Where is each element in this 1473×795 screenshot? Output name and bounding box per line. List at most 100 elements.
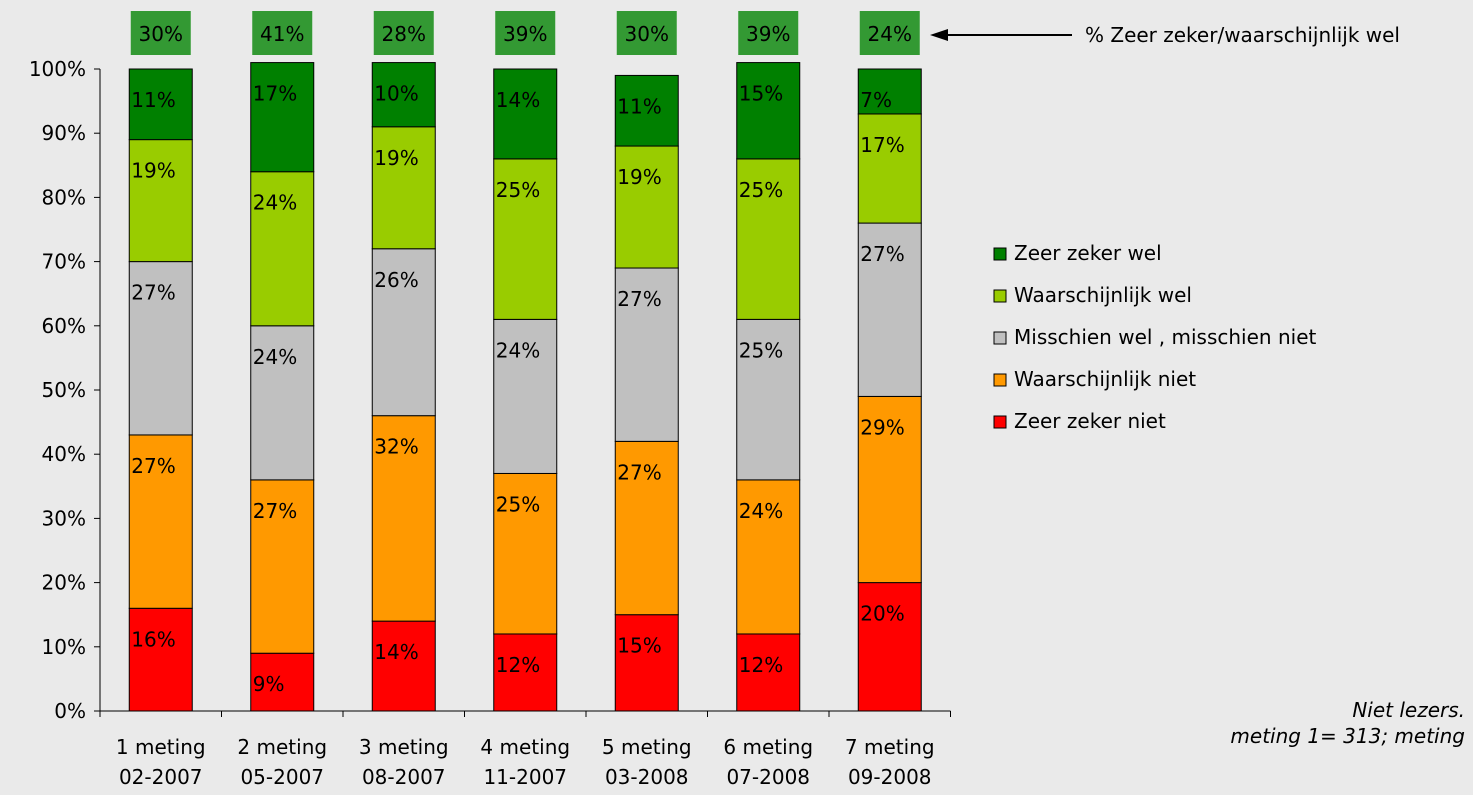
bar-segment <box>493 158 558 320</box>
legend-label: Waarschijnlijk wel <box>1014 283 1192 307</box>
bar-segment <box>614 614 679 712</box>
bar-value-label: 25% <box>739 178 783 202</box>
legend-swatch <box>993 415 1007 429</box>
bar-segment <box>371 620 436 712</box>
top-box <box>252 11 313 55</box>
x-tick-label: 7 meting <box>845 735 935 759</box>
annotation-arrow-head <box>930 29 948 41</box>
top-box <box>859 11 920 55</box>
y-tick-label: 40% <box>42 442 86 466</box>
bar-value-label: 27% <box>131 454 175 478</box>
bar-segment <box>614 145 679 269</box>
x-tick-label: 09-2008 <box>848 765 932 789</box>
legend: Zeer zeker wel Waarschijnlijk wel Misschie… <box>993 241 1316 433</box>
bar-value-label: 7% <box>860 88 892 112</box>
legend-label: Zeer zeker niet <box>1014 409 1166 433</box>
bar-segment <box>250 325 315 481</box>
bar-value-label: 17% <box>253 82 297 106</box>
bar-value-label: 24% <box>739 499 783 523</box>
bar-value-label: 11% <box>617 94 661 118</box>
bar-value-label: 17% <box>860 133 904 157</box>
bar-value-label: 15% <box>617 634 661 658</box>
legend-swatch <box>993 373 1007 387</box>
legend-label: Waarschijnlijk niet <box>1014 367 1196 391</box>
bar-segment <box>736 318 801 481</box>
bar-segment <box>371 248 436 417</box>
bar-value-label: 27% <box>131 281 175 305</box>
footnote-line-1: Niet lezers. <box>1352 698 1465 722</box>
bar-value-label: 25% <box>496 492 540 516</box>
top-box-label: 39% <box>746 22 790 46</box>
bar-segment <box>614 440 679 616</box>
y-tick-label: 20% <box>42 571 86 595</box>
top-box <box>738 11 799 55</box>
top-box <box>130 11 191 55</box>
y-tick-label: 60% <box>42 314 86 338</box>
bar-value-label: 24% <box>253 191 297 215</box>
x-tick-label: 11-2007 <box>483 765 567 789</box>
bar-segment <box>857 222 922 397</box>
bar-value-label: 12% <box>739 653 783 677</box>
bar-segment <box>493 318 558 474</box>
bar-value-label: 29% <box>860 415 904 439</box>
bar-segment <box>250 171 315 327</box>
top-box <box>495 11 556 55</box>
y-tick-label: 30% <box>42 506 86 530</box>
bar-segment <box>371 62 436 128</box>
bars: 16% 27% 27% 19% 11% 9% 27% 24% 24% 17% 14% 32% 26% 19… <box>128 62 922 712</box>
bar-segment <box>493 68 558 160</box>
bar-value-label: 16% <box>131 627 175 651</box>
top-box <box>373 11 434 55</box>
legend-swatch <box>993 331 1007 345</box>
x-tick-label: 03-2008 <box>605 765 689 789</box>
x-tick-label: 4 meting <box>480 735 570 759</box>
top-box-label: 30% <box>625 22 669 46</box>
top-box-label: 30% <box>139 22 183 46</box>
bar-segment <box>736 479 801 635</box>
footnote-line-2: meting 1= 313; meting <box>1230 724 1465 748</box>
bar-value-label: 32% <box>374 435 418 459</box>
legend-swatch <box>993 247 1007 261</box>
bar-value-label: 27% <box>860 242 904 266</box>
bar-segment <box>128 607 193 712</box>
bar-segment <box>128 261 193 436</box>
top-box-row: 30% 41% 28% 39% 30% 39% 24% <box>130 11 920 55</box>
x-tick-label: 08-2007 <box>362 765 446 789</box>
x-axis: 1 meting 02-2007 2 meting 05-2007 3 meting 08… <box>99 710 951 789</box>
x-tick-label: 6 meting <box>723 735 813 759</box>
bar-value-label: 19% <box>131 159 175 183</box>
bar-segment <box>857 113 922 224</box>
bar-value-label: 19% <box>617 165 661 189</box>
top-box-label: 39% <box>503 22 547 46</box>
x-tick-label: 3 meting <box>359 735 449 759</box>
bar-value-label: 26% <box>374 268 418 292</box>
bar-segment <box>857 395 922 584</box>
bar-value-label: 25% <box>739 338 783 362</box>
legend-label: Misschien wel , misschien niet <box>1014 325 1316 349</box>
bar-segment <box>250 652 315 712</box>
bar-segment <box>857 582 922 712</box>
legend-label: Zeer zeker wel <box>1014 241 1162 265</box>
x-tick-label: 2 meting <box>237 735 327 759</box>
bar-value-label: 27% <box>253 499 297 523</box>
bar-value-label: 19% <box>374 146 418 170</box>
bar-value-label: 12% <box>496 653 540 677</box>
legend-swatch <box>993 289 1007 303</box>
bar-segment <box>736 633 801 712</box>
bar-value-label: 9% <box>253 672 285 696</box>
annotation-label: % Zeer zeker/waarschijnlijk wel <box>1085 23 1400 47</box>
y-tick-label: 50% <box>42 378 86 402</box>
bar-segment <box>857 68 922 115</box>
bar-value-label: 11% <box>131 88 175 112</box>
y-tick-label: 80% <box>42 185 86 209</box>
bar-value-label: 20% <box>860 602 904 626</box>
bar-segment <box>493 472 558 635</box>
bar-segment <box>128 434 193 609</box>
bar-value-label: 27% <box>617 287 661 311</box>
bar-value-label: 25% <box>496 178 540 202</box>
top-box-label: 41% <box>260 22 304 46</box>
bar-segment <box>128 68 193 141</box>
x-tick-label: 07-2008 <box>726 765 810 789</box>
bar-value-label: 10% <box>374 82 418 106</box>
